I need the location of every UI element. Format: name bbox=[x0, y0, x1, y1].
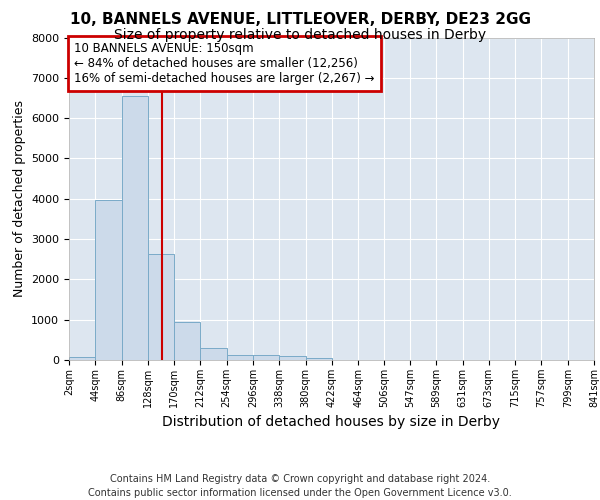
Bar bbox=[253, 355, 279, 360]
Y-axis label: Number of detached properties: Number of detached properties bbox=[13, 100, 26, 297]
Bar bbox=[305, 358, 332, 360]
X-axis label: Distribution of detached houses by size in Derby: Distribution of detached houses by size … bbox=[163, 416, 500, 430]
Bar bbox=[69, 357, 95, 360]
Bar bbox=[279, 356, 305, 360]
Bar bbox=[148, 254, 174, 360]
Bar bbox=[200, 348, 227, 360]
Bar bbox=[95, 200, 122, 360]
Text: 10, BANNELS AVENUE, LITTLEOVER, DERBY, DE23 2GG: 10, BANNELS AVENUE, LITTLEOVER, DERBY, D… bbox=[70, 12, 530, 28]
Bar bbox=[227, 355, 253, 360]
Bar bbox=[122, 96, 148, 360]
Text: Contains HM Land Registry data © Crown copyright and database right 2024.
Contai: Contains HM Land Registry data © Crown c… bbox=[88, 474, 512, 498]
Text: 10 BANNELS AVENUE: 150sqm
← 84% of detached houses are smaller (12,256)
16% of s: 10 BANNELS AVENUE: 150sqm ← 84% of detac… bbox=[74, 42, 375, 86]
Text: Size of property relative to detached houses in Derby: Size of property relative to detached ho… bbox=[114, 28, 486, 42]
Bar bbox=[174, 322, 200, 360]
